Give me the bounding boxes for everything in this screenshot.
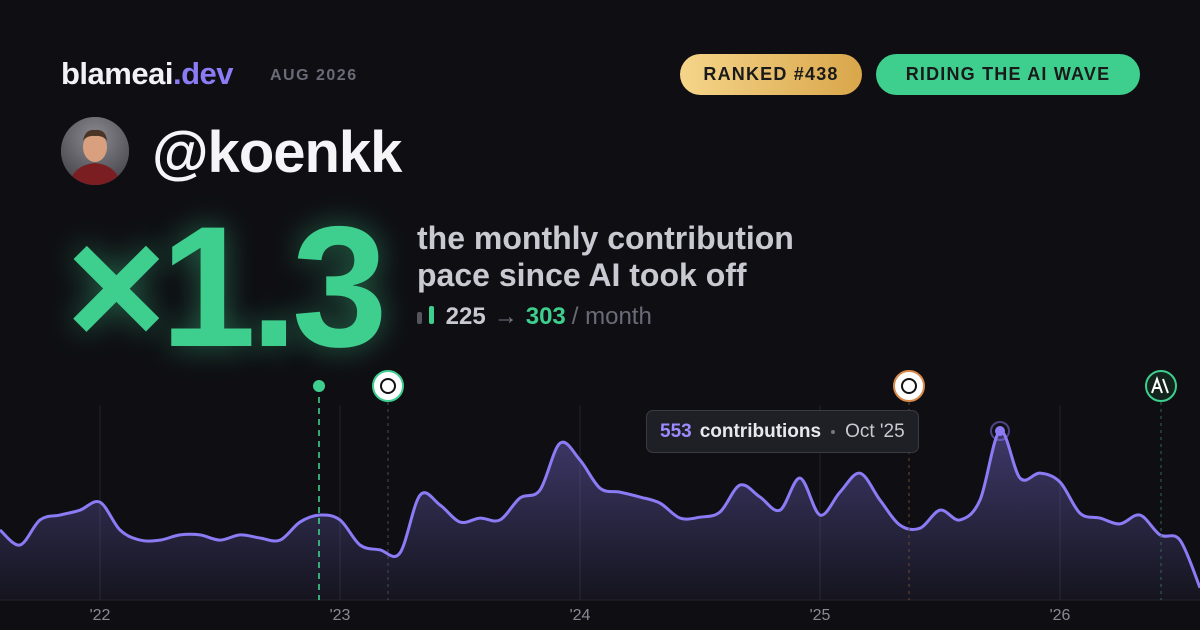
tooltip: 553 contributions Oct '25 xyxy=(646,410,919,453)
x-tick-label: '25 xyxy=(810,607,831,624)
brand[interactable]: blameai.dev xyxy=(61,56,233,92)
multiplier: ×1.3 xyxy=(66,191,388,383)
ai-start-dot xyxy=(313,380,325,392)
description-line: pace since AI took off xyxy=(417,257,747,293)
brand-suffix: .dev xyxy=(172,56,234,91)
unit: / month xyxy=(571,303,652,330)
event-icon-glyph xyxy=(1151,376,1169,394)
before-value: 225 xyxy=(445,303,486,330)
handle: @koenkk xyxy=(152,120,402,185)
tooltip-label: contributions xyxy=(699,421,822,442)
after-value: 303 xyxy=(525,303,566,330)
wave-badge: RIDING THE AI WAVE xyxy=(876,54,1140,95)
peak-ring xyxy=(990,421,1010,441)
plot xyxy=(0,421,1200,600)
pace: 225 → 303/ month xyxy=(417,303,652,331)
x-tick-label: '23 xyxy=(330,607,351,624)
report-date: AUG 2026 xyxy=(270,67,358,84)
avatar xyxy=(61,117,129,185)
event-icon-glyph xyxy=(380,378,396,394)
brand-name: blameai xyxy=(61,56,173,91)
event-icon[interactable] xyxy=(372,370,404,402)
after-icon xyxy=(428,306,434,324)
before-icon xyxy=(417,312,422,324)
rank-badge: RANKED #438 xyxy=(680,54,862,95)
avatar-image xyxy=(61,117,129,185)
event-icon[interactable] xyxy=(893,370,925,402)
peak-marker xyxy=(995,426,1005,436)
events xyxy=(313,370,1177,600)
x-tick-label: '22 xyxy=(90,607,111,624)
event-icon-glyph xyxy=(901,378,917,394)
x-tick-label: '26 xyxy=(1050,607,1071,624)
arrow: → xyxy=(493,303,518,330)
description-line: the monthly contribution xyxy=(417,220,794,256)
event-icon[interactable] xyxy=(1145,370,1177,402)
tooltip-value: 553 xyxy=(660,421,692,442)
area xyxy=(0,430,1200,600)
separator xyxy=(831,429,836,434)
tooltip-date: Oct '25 xyxy=(845,421,905,442)
x-tick-label: '24 xyxy=(570,607,591,624)
